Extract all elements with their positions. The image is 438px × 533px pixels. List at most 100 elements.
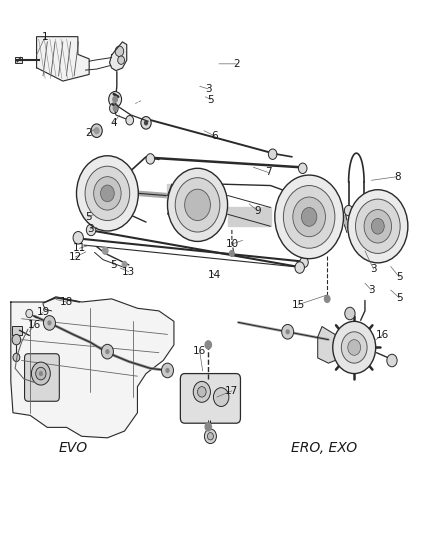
Text: 5: 5 (110, 261, 117, 270)
Circle shape (141, 117, 151, 129)
Circle shape (77, 156, 138, 231)
FancyBboxPatch shape (180, 374, 240, 423)
Bar (15, 57, 22, 63)
Circle shape (26, 309, 33, 318)
Circle shape (364, 209, 392, 243)
Circle shape (86, 224, 96, 236)
Circle shape (39, 371, 43, 376)
Text: 5: 5 (396, 272, 403, 282)
Circle shape (32, 362, 50, 385)
Text: 3: 3 (368, 285, 374, 295)
Polygon shape (11, 297, 174, 438)
Circle shape (382, 200, 386, 206)
Bar (12, 326, 21, 335)
Text: ERO, EXO: ERO, EXO (291, 441, 357, 455)
Text: 19: 19 (36, 308, 49, 318)
Circle shape (73, 231, 83, 244)
Circle shape (205, 429, 216, 443)
Circle shape (193, 382, 210, 402)
Circle shape (123, 191, 127, 196)
Circle shape (213, 387, 229, 407)
Circle shape (101, 344, 113, 359)
Circle shape (387, 354, 397, 367)
Circle shape (109, 92, 122, 107)
Circle shape (175, 177, 220, 232)
Circle shape (105, 349, 110, 354)
Circle shape (282, 325, 294, 339)
Circle shape (275, 175, 343, 259)
Circle shape (102, 247, 109, 255)
Circle shape (101, 185, 114, 201)
Circle shape (36, 367, 46, 380)
Circle shape (268, 149, 277, 159)
Circle shape (359, 238, 364, 244)
Circle shape (43, 316, 56, 330)
Circle shape (198, 386, 206, 397)
Circle shape (300, 257, 308, 268)
Circle shape (122, 261, 127, 268)
Text: 10: 10 (225, 239, 238, 249)
Circle shape (166, 368, 170, 373)
Circle shape (110, 103, 118, 114)
Circle shape (356, 199, 400, 254)
Text: 5: 5 (207, 95, 214, 106)
Text: EVO: EVO (59, 441, 88, 455)
Text: 6: 6 (212, 131, 218, 141)
Circle shape (205, 340, 212, 350)
Circle shape (111, 170, 115, 175)
Circle shape (333, 321, 376, 374)
Circle shape (324, 295, 331, 303)
Text: 12: 12 (69, 252, 82, 262)
Circle shape (47, 320, 52, 326)
Circle shape (94, 176, 121, 210)
Circle shape (360, 205, 368, 216)
Circle shape (359, 209, 364, 214)
Text: 7: 7 (265, 167, 272, 177)
Circle shape (85, 166, 130, 221)
Circle shape (348, 190, 408, 263)
Circle shape (111, 212, 115, 217)
Circle shape (118, 56, 124, 64)
Text: 4: 4 (110, 118, 117, 128)
Text: 9: 9 (254, 206, 261, 216)
Circle shape (348, 340, 360, 356)
Text: 3: 3 (205, 84, 212, 94)
Circle shape (91, 124, 102, 138)
Polygon shape (110, 42, 127, 71)
Circle shape (396, 224, 400, 229)
Circle shape (301, 207, 317, 227)
Circle shape (295, 262, 304, 273)
Circle shape (13, 353, 20, 361)
Text: 5: 5 (396, 293, 403, 303)
Text: 18: 18 (60, 297, 73, 307)
Circle shape (298, 163, 307, 174)
Text: 17: 17 (225, 386, 239, 396)
Text: 3: 3 (370, 264, 377, 274)
Circle shape (382, 247, 386, 252)
Text: 13: 13 (122, 266, 135, 277)
Text: 16: 16 (375, 330, 389, 341)
Circle shape (344, 205, 353, 216)
Text: 16: 16 (28, 320, 41, 330)
Text: 5: 5 (85, 212, 92, 222)
Circle shape (115, 46, 124, 56)
Text: 15: 15 (292, 300, 305, 310)
Text: 2: 2 (85, 128, 92, 138)
Text: 16: 16 (193, 346, 206, 356)
Circle shape (167, 168, 228, 241)
Circle shape (205, 422, 212, 432)
Text: 14: 14 (208, 270, 221, 280)
Circle shape (286, 329, 290, 334)
Circle shape (113, 105, 118, 111)
Circle shape (371, 219, 384, 234)
Circle shape (185, 189, 210, 221)
Circle shape (94, 127, 100, 134)
Circle shape (162, 363, 173, 378)
Polygon shape (36, 37, 89, 81)
Circle shape (144, 120, 148, 125)
Text: 11: 11 (73, 243, 86, 253)
Text: 2: 2 (233, 59, 240, 69)
FancyBboxPatch shape (25, 354, 59, 401)
Circle shape (345, 307, 355, 320)
Text: 1: 1 (42, 31, 49, 42)
